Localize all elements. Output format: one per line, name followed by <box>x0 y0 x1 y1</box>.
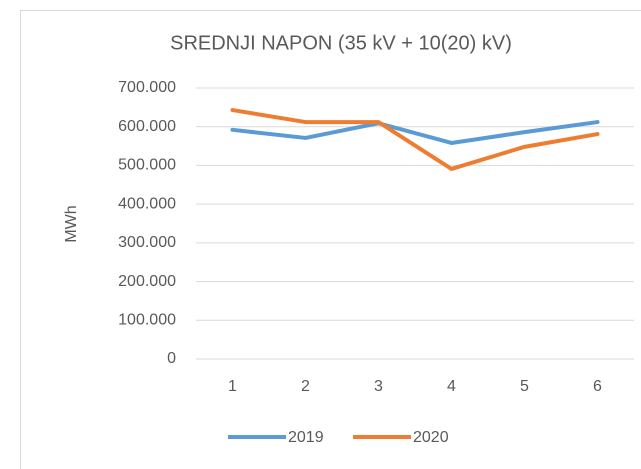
x-tick-label: 4 <box>447 378 456 395</box>
y-tick-label: 500.000 <box>118 157 176 174</box>
chart-frame <box>20 10 641 469</box>
x-tick-label: 2 <box>301 378 310 395</box>
y-axis-label: MWh <box>63 205 80 242</box>
line-series <box>230 108 600 171</box>
y-tick-label: 200.000 <box>118 273 176 290</box>
x-tick-label: 5 <box>520 378 529 395</box>
y-tick-label: 100.000 <box>118 312 176 329</box>
legend-label: 2020 <box>413 429 449 446</box>
x-tick-label: 1 <box>228 378 237 395</box>
chart-title: SREDNJI NAPON (35 kV + 10(20) kV) <box>170 32 512 54</box>
y-tick-label: 300.000 <box>118 234 176 251</box>
x-tick-label: 6 <box>593 378 602 395</box>
legend-label: 2019 <box>288 429 324 446</box>
y-tick-label: 700.000 <box>118 79 176 96</box>
x-tick-label: 3 <box>374 378 383 395</box>
y-tick-label: 600.000 <box>118 118 176 135</box>
y-tick-label: 400.000 <box>118 195 176 212</box>
y-tick-label: 0 <box>167 350 176 367</box>
line-series <box>230 120 600 145</box>
